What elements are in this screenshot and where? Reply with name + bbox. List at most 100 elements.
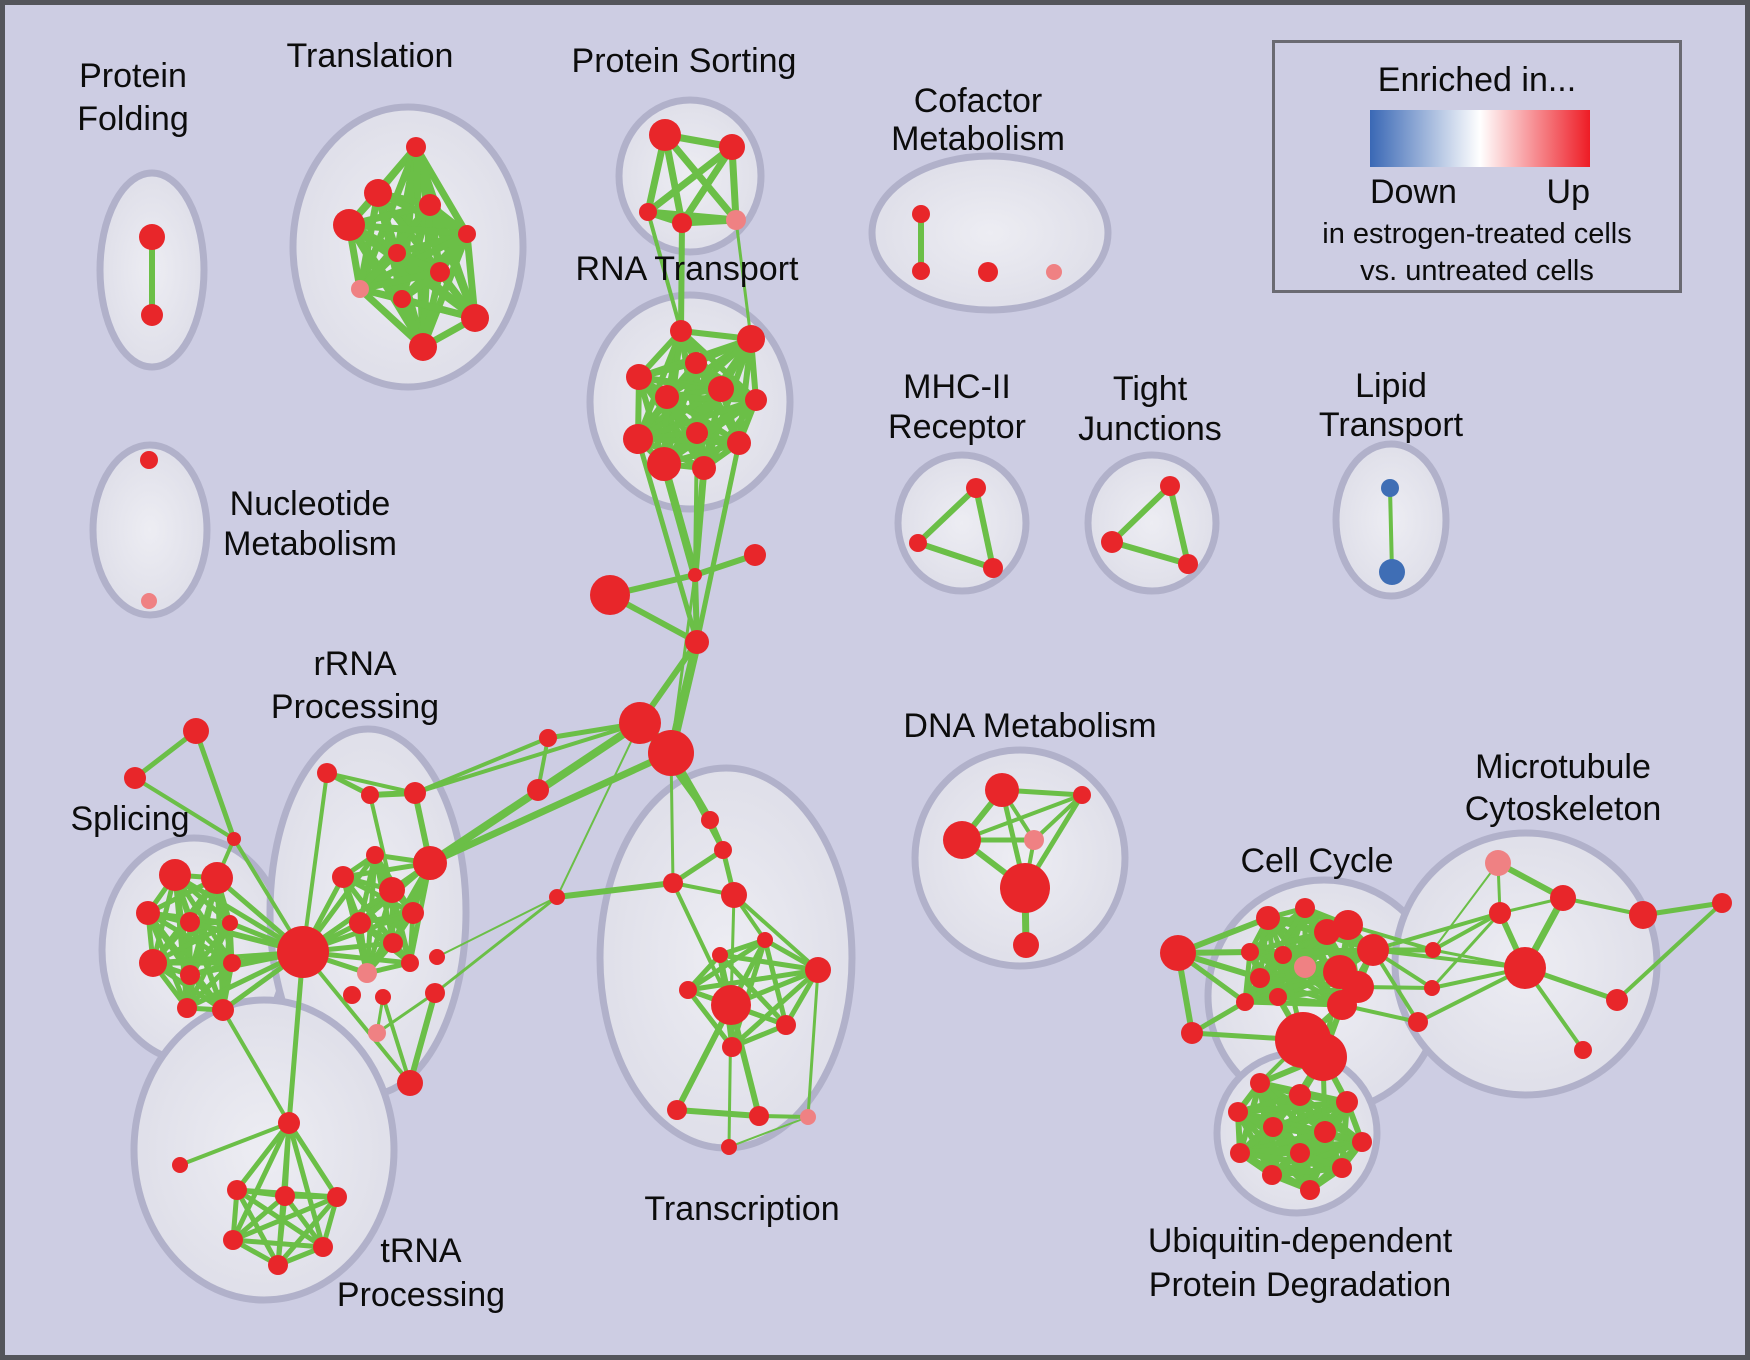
network-edge bbox=[345, 221, 471, 238]
network-edge bbox=[674, 1107, 762, 1119]
network-node-hl1 bbox=[539, 729, 557, 747]
network-node-r7 bbox=[413, 846, 447, 880]
network-node-t2 bbox=[364, 179, 392, 207]
network-edge bbox=[1032, 793, 1084, 842]
network-node-x9 bbox=[749, 1106, 769, 1126]
network-node-k9 bbox=[1250, 968, 1270, 988]
network-edge bbox=[1167, 483, 1191, 567]
network-edge bbox=[728, 1116, 809, 1148]
network-edge bbox=[701, 397, 759, 471]
network-node-x11 bbox=[721, 1139, 737, 1155]
network-node-hb2 bbox=[648, 730, 694, 776]
network-node-s9 bbox=[177, 998, 197, 1018]
network-node-r4 bbox=[366, 846, 384, 864]
network-node-r15 bbox=[375, 989, 391, 1005]
network-node-mb bbox=[1504, 947, 1546, 989]
cluster-label-protein-sorting-line1: Protein Sorting bbox=[572, 42, 797, 80]
network-node-k4 bbox=[1333, 910, 1363, 940]
network-node-x2 bbox=[805, 957, 831, 983]
network-edge bbox=[915, 485, 979, 546]
network-node-r2 bbox=[361, 786, 379, 804]
network-node-tj3 bbox=[1178, 554, 1198, 574]
network-node-k1 bbox=[1256, 906, 1280, 930]
network-node-ch2 bbox=[744, 544, 766, 566]
network-node-u2 bbox=[1289, 1084, 1311, 1106]
network-node-k6 bbox=[1241, 943, 1259, 961]
network-node-t11 bbox=[409, 333, 437, 361]
network-node-mt1 bbox=[1550, 885, 1576, 911]
network-node-u7 bbox=[1352, 1132, 1372, 1152]
network-node-u10 bbox=[1262, 1165, 1282, 1185]
network-edge bbox=[635, 397, 759, 442]
network-node-t1 bbox=[406, 137, 426, 157]
network-edge bbox=[1430, 911, 1502, 990]
cluster-label-cofactor-metabolism-line2: Metabolism bbox=[891, 120, 1065, 158]
cluster-label-lipid-transport-line2: Transport bbox=[1319, 406, 1464, 444]
network-node-rt7 bbox=[745, 389, 767, 411]
network-node-s4 bbox=[180, 912, 200, 932]
network-edge bbox=[646, 210, 683, 333]
network-node-k8 bbox=[1294, 956, 1316, 978]
network-node-pb bbox=[368, 1024, 386, 1042]
network-node-rt8 bbox=[686, 422, 708, 444]
network-node-ps1 bbox=[649, 119, 681, 151]
cluster-label-nucleotide-metabolism-line2: Metabolism bbox=[223, 525, 397, 563]
network-node-mt6 bbox=[1574, 1041, 1592, 1059]
network-edge bbox=[762, 937, 789, 1028]
network-node-u8 bbox=[1230, 1143, 1250, 1163]
cluster-label-lipid-transport-line1: Lipid bbox=[1355, 367, 1427, 405]
network-node-x10 bbox=[800, 1109, 816, 1125]
network-node-k5 bbox=[1357, 934, 1389, 966]
network-node-s8 bbox=[223, 954, 241, 972]
cluster-label-rrna-processing-line2: Processing bbox=[271, 688, 439, 726]
network-node-rt3 bbox=[685, 352, 707, 374]
cluster-label-translation-line1: Translation bbox=[287, 37, 454, 75]
network-edge bbox=[660, 460, 699, 579]
cluster-label-rna-transport-line1: RNA Transport bbox=[576, 250, 800, 288]
network-edge bbox=[340, 874, 416, 916]
network-node-x5 bbox=[711, 985, 751, 1025]
network-edge bbox=[1269, 1165, 1345, 1178]
legend-scale-row: Down Up bbox=[1370, 173, 1590, 212]
network-node-r1 bbox=[317, 763, 337, 783]
network-node-t7 bbox=[430, 262, 450, 282]
network-edge bbox=[463, 230, 479, 322]
network-node-hl2 bbox=[527, 779, 549, 801]
legend-up-label: Up bbox=[1546, 173, 1590, 211]
network-node-t3 bbox=[419, 194, 441, 216]
cluster-ellipse-tight-junctions bbox=[1084, 451, 1220, 595]
cluster-label-protein-folding-line2: Folding bbox=[77, 100, 189, 138]
network-node-h1 bbox=[227, 1180, 247, 1200]
network-edge bbox=[1109, 483, 1173, 545]
network-node-tc3 bbox=[663, 873, 683, 893]
network-edge bbox=[234, 1120, 292, 1193]
network-edge bbox=[230, 1193, 288, 1243]
network-edge bbox=[275, 1193, 288, 1268]
network-node-r3 bbox=[404, 782, 426, 804]
legend-notes: in estrogen-treated cells vs. untreated … bbox=[1275, 216, 1679, 290]
network-edge bbox=[556, 722, 641, 898]
network-edge bbox=[678, 143, 736, 227]
network-node-r13 bbox=[429, 949, 445, 965]
network-node-hb1 bbox=[619, 702, 661, 744]
network-node-k2 bbox=[1295, 898, 1315, 918]
network-edge bbox=[426, 201, 479, 322]
network-node-d6 bbox=[1013, 932, 1039, 958]
network-node-s7 bbox=[180, 965, 200, 985]
network-edge bbox=[1432, 862, 1499, 951]
legend-title: Enriched in... bbox=[1377, 61, 1577, 99]
network-node-ps5 bbox=[726, 210, 746, 230]
network-edge bbox=[356, 285, 427, 351]
network-edge bbox=[678, 220, 685, 334]
cluster-label-ubiquitin-degradation-line2: Protein Degradation bbox=[1149, 1266, 1451, 1304]
network-node-cb bbox=[590, 575, 630, 615]
network-edge bbox=[436, 896, 558, 958]
network-node-d1 bbox=[985, 773, 1019, 807]
network-node-s1 bbox=[159, 859, 191, 891]
network-node-m2 bbox=[909, 534, 927, 552]
network-edge bbox=[693, 431, 699, 577]
network-edge bbox=[282, 1193, 326, 1250]
network-node-h5 bbox=[313, 1237, 333, 1257]
